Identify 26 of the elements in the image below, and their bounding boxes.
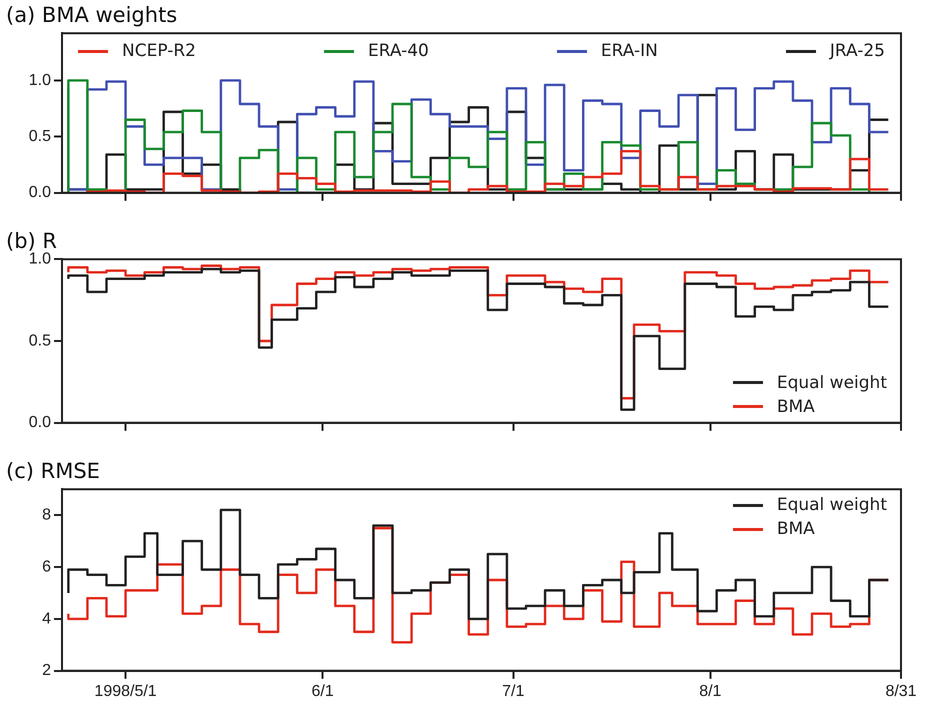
y-tick-label: 2 (42, 662, 52, 680)
y-tick-label: 0.0 (28, 184, 52, 202)
legend-label: BMA (776, 396, 815, 417)
legend-label: Equal weight (776, 495, 887, 516)
x-tick-label: 6/1 (311, 682, 334, 700)
legend-label: Equal weight (776, 372, 887, 393)
legend-label: ERA-40 (368, 41, 429, 62)
chart-title: (b) R (6, 229, 57, 254)
y-tick-label: 6 (42, 558, 52, 576)
legend-label: NCEP-R2 (122, 41, 196, 62)
y-tick-label: 0.5 (28, 128, 52, 146)
chart-title: (c) RMSE (6, 459, 100, 484)
y-tick-label: 1.0 (28, 72, 52, 89)
legend-label: JRA-25 (830, 41, 885, 62)
x-tick-label: 8/31 (885, 682, 917, 700)
legend-label: ERA-IN (600, 41, 658, 62)
y-tick-label: 4 (42, 610, 52, 628)
y-tick-label: 0.0 (28, 414, 52, 432)
x-tick-label: 8/1 (699, 682, 722, 700)
y-tick-label: 1.0 (28, 250, 52, 268)
y-tick-label: 0.5 (28, 332, 52, 350)
legend-label: BMA (776, 519, 815, 540)
y-tick-label: 8 (42, 506, 52, 524)
chart-title: (a) BMA weights (6, 3, 178, 28)
x-tick-label: 7/1 (502, 682, 524, 700)
x-tick-label: 1998/5/1 (94, 682, 157, 700)
